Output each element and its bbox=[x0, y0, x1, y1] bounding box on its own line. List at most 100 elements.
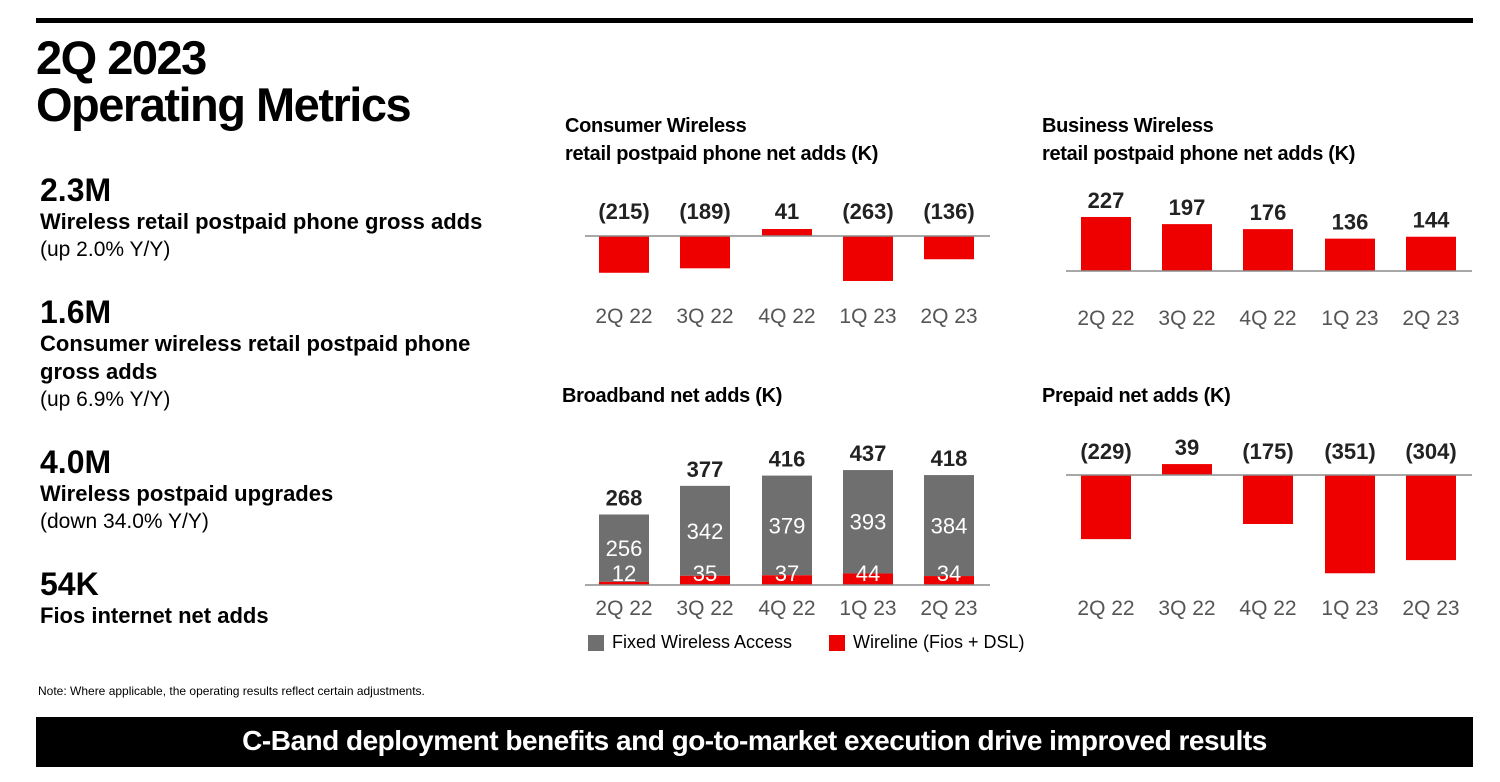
metric-change: (up 6.9% Y/Y) bbox=[40, 388, 171, 411]
data-label-fwa: 379 bbox=[769, 513, 806, 538]
bar-fwa bbox=[762, 475, 812, 576]
title-line-2: retail postpaid phone net adds (K) bbox=[1042, 143, 1356, 165]
summary-banner: C-Band deployment benefits and go-to-mar… bbox=[36, 717, 1473, 767]
metric-value: 2.3M bbox=[40, 172, 112, 208]
x-tick-label: 3Q 22 bbox=[676, 305, 733, 328]
data-label-fwa: 342 bbox=[687, 519, 724, 544]
data-label-total: 416 bbox=[769, 447, 806, 472]
bar bbox=[1243, 229, 1293, 271]
bar-wireline bbox=[843, 573, 893, 585]
data-label-fwa: 384 bbox=[931, 514, 968, 539]
metric-change: (up 2.0% Y/Y) bbox=[40, 238, 171, 261]
data-label: 227 bbox=[1088, 188, 1125, 213]
title-line-2: Operating Metrics bbox=[36, 78, 412, 131]
x-tick-label: 3Q 22 bbox=[676, 597, 733, 620]
data-label-total: 268 bbox=[606, 486, 643, 511]
metric-consumer-gross-adds: 1.6M Consumer wireless retail postpaid p… bbox=[40, 294, 520, 414]
legend-label: Wireline (Fios + DSL) bbox=[853, 632, 1025, 652]
business-chart-title: Business Wireless retail postpaid phone … bbox=[1042, 112, 1355, 168]
title-line-1: Broadband net adds (K) bbox=[562, 385, 783, 407]
metric-upgrades: 4.0M Wireless postpaid upgrades (down 34… bbox=[40, 444, 333, 536]
bar bbox=[1325, 475, 1375, 574]
bar-wireline bbox=[924, 576, 974, 585]
legend-swatch-red bbox=[829, 634, 845, 651]
title-line-1: 2Q 2023 bbox=[36, 31, 207, 84]
data-label-total: 437 bbox=[850, 441, 887, 466]
page-title: 2Q 2023 Operating Metrics bbox=[36, 31, 412, 131]
metric-value: 1.6M bbox=[40, 294, 112, 330]
title-line-1: Business Wireless bbox=[1042, 115, 1214, 137]
bar bbox=[1406, 475, 1456, 561]
data-label: (215) bbox=[598, 199, 649, 224]
x-tick-label: 2Q 23 bbox=[920, 305, 977, 328]
consumer-chart-title: Consumer Wireless retail postpaid phone … bbox=[565, 112, 878, 168]
data-label: (263) bbox=[842, 199, 893, 224]
metric-label: Wireless postpaid upgrades bbox=[40, 481, 334, 506]
x-tick-label: 4Q 22 bbox=[758, 305, 815, 328]
bar bbox=[1162, 224, 1212, 271]
x-tick-label: 3Q 22 bbox=[1158, 597, 1215, 620]
data-label: (229) bbox=[1080, 439, 1131, 464]
metric-change: (down 34.0% Y/Y) bbox=[40, 510, 209, 533]
bar bbox=[762, 228, 812, 236]
bar-fwa bbox=[599, 514, 649, 582]
bar bbox=[1081, 475, 1131, 540]
bar bbox=[843, 236, 893, 281]
data-label: 144 bbox=[1413, 208, 1450, 233]
bar bbox=[1081, 216, 1131, 271]
x-tick-label: 2Q 22 bbox=[595, 305, 652, 328]
metric-value: 54K bbox=[40, 566, 99, 602]
bar bbox=[599, 236, 649, 273]
bar bbox=[680, 236, 730, 269]
data-label: (175) bbox=[1242, 439, 1293, 464]
x-tick-label: 1Q 23 bbox=[839, 597, 896, 620]
footnote: Note: Where applicable, the operating re… bbox=[38, 684, 425, 698]
metric-label: Wireless retail postpaid phone gross add… bbox=[40, 209, 483, 234]
data-label: 176 bbox=[1250, 200, 1287, 225]
bar bbox=[1406, 236, 1456, 271]
data-label: 39 bbox=[1175, 435, 1199, 460]
bar bbox=[1243, 475, 1293, 524]
x-tick-label: 1Q 23 bbox=[1321, 307, 1378, 330]
data-label: (304) bbox=[1405, 439, 1456, 464]
x-tick-label: 1Q 23 bbox=[1321, 597, 1378, 620]
title-line-1: Prepaid net adds (K) bbox=[1042, 385, 1231, 407]
data-label-fwa: 393 bbox=[850, 510, 887, 535]
data-label-wireline: 12 bbox=[612, 561, 636, 586]
x-tick-label: 1Q 23 bbox=[839, 305, 896, 328]
bar-fwa bbox=[680, 485, 730, 576]
data-label: (351) bbox=[1324, 439, 1375, 464]
metric-label: Consumer wireless retail postpaid phone … bbox=[40, 331, 471, 384]
x-tick-label: 2Q 23 bbox=[920, 597, 977, 620]
title-line-2: retail postpaid phone net adds (K) bbox=[565, 143, 879, 165]
data-label: 136 bbox=[1332, 210, 1369, 235]
bar bbox=[1325, 238, 1375, 271]
legend-fwa: Fixed Wireless Access bbox=[588, 632, 792, 653]
data-label-total: 418 bbox=[931, 446, 968, 471]
prepaid-chart-title: Prepaid net adds (K) bbox=[1042, 382, 1231, 410]
title-line-1: Consumer Wireless bbox=[565, 115, 747, 137]
broadband-chart-title: Broadband net adds (K) bbox=[562, 382, 782, 410]
data-label-wireline: 37 bbox=[775, 561, 799, 586]
x-tick-label: 2Q 23 bbox=[1402, 597, 1459, 620]
data-label-wireline: 44 bbox=[856, 561, 880, 586]
data-label-wireline: 35 bbox=[693, 561, 717, 586]
x-tick-label: 4Q 22 bbox=[1239, 597, 1296, 620]
x-tick-label: 4Q 22 bbox=[1239, 307, 1296, 330]
data-label-wireline: 34 bbox=[937, 561, 961, 586]
bar-wireline bbox=[599, 581, 649, 585]
data-label: (136) bbox=[923, 199, 974, 224]
legend-swatch-gray bbox=[588, 634, 604, 651]
data-label: (189) bbox=[679, 199, 730, 224]
x-tick-label: 4Q 22 bbox=[758, 597, 815, 620]
metric-label: Fios internet net adds bbox=[40, 603, 269, 628]
data-label: 41 bbox=[775, 199, 799, 224]
metric-value: 4.0M bbox=[40, 444, 112, 480]
top-rule bbox=[36, 18, 1473, 23]
bar-fwa bbox=[924, 475, 974, 577]
x-tick-label: 2Q 22 bbox=[1077, 307, 1134, 330]
legend-label: Fixed Wireless Access bbox=[612, 632, 793, 652]
legend-wireline: Wireline (Fios + DSL) bbox=[829, 632, 1025, 653]
x-tick-label: 2Q 22 bbox=[1077, 597, 1134, 620]
